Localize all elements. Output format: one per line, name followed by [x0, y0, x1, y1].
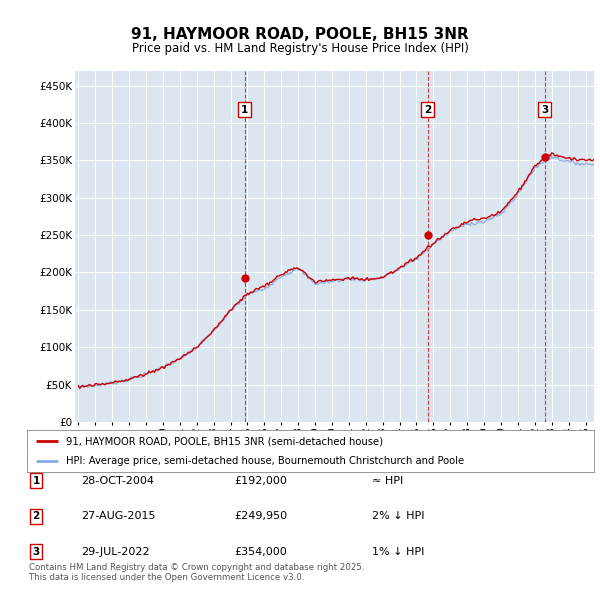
- Text: Price paid vs. HM Land Registry's House Price Index (HPI): Price paid vs. HM Land Registry's House …: [131, 42, 469, 55]
- Text: 2% ↓ HPI: 2% ↓ HPI: [372, 512, 425, 521]
- Text: 29-JUL-2022: 29-JUL-2022: [81, 547, 149, 556]
- Text: 1% ↓ HPI: 1% ↓ HPI: [372, 547, 424, 556]
- Text: 27-AUG-2015: 27-AUG-2015: [81, 512, 155, 521]
- Text: 2: 2: [32, 512, 40, 521]
- Text: 3: 3: [541, 104, 548, 114]
- Text: Contains HM Land Registry data © Crown copyright and database right 2025.
This d: Contains HM Land Registry data © Crown c…: [29, 563, 364, 582]
- Text: 91, HAYMOOR ROAD, POOLE, BH15 3NR: 91, HAYMOOR ROAD, POOLE, BH15 3NR: [131, 27, 469, 42]
- Text: 91, HAYMOOR ROAD, POOLE, BH15 3NR (semi-detached house): 91, HAYMOOR ROAD, POOLE, BH15 3NR (semi-…: [65, 437, 383, 447]
- Text: £192,000: £192,000: [234, 476, 287, 486]
- Text: ≈ HPI: ≈ HPI: [372, 476, 403, 486]
- Text: 2: 2: [424, 104, 431, 114]
- Text: 3: 3: [32, 547, 40, 556]
- Text: HPI: Average price, semi-detached house, Bournemouth Christchurch and Poole: HPI: Average price, semi-detached house,…: [65, 456, 464, 466]
- Text: 28-OCT-2004: 28-OCT-2004: [81, 476, 154, 486]
- Text: £249,950: £249,950: [234, 512, 287, 521]
- Text: £354,000: £354,000: [234, 547, 287, 556]
- Text: 1: 1: [32, 476, 40, 486]
- Text: 1: 1: [241, 104, 248, 114]
